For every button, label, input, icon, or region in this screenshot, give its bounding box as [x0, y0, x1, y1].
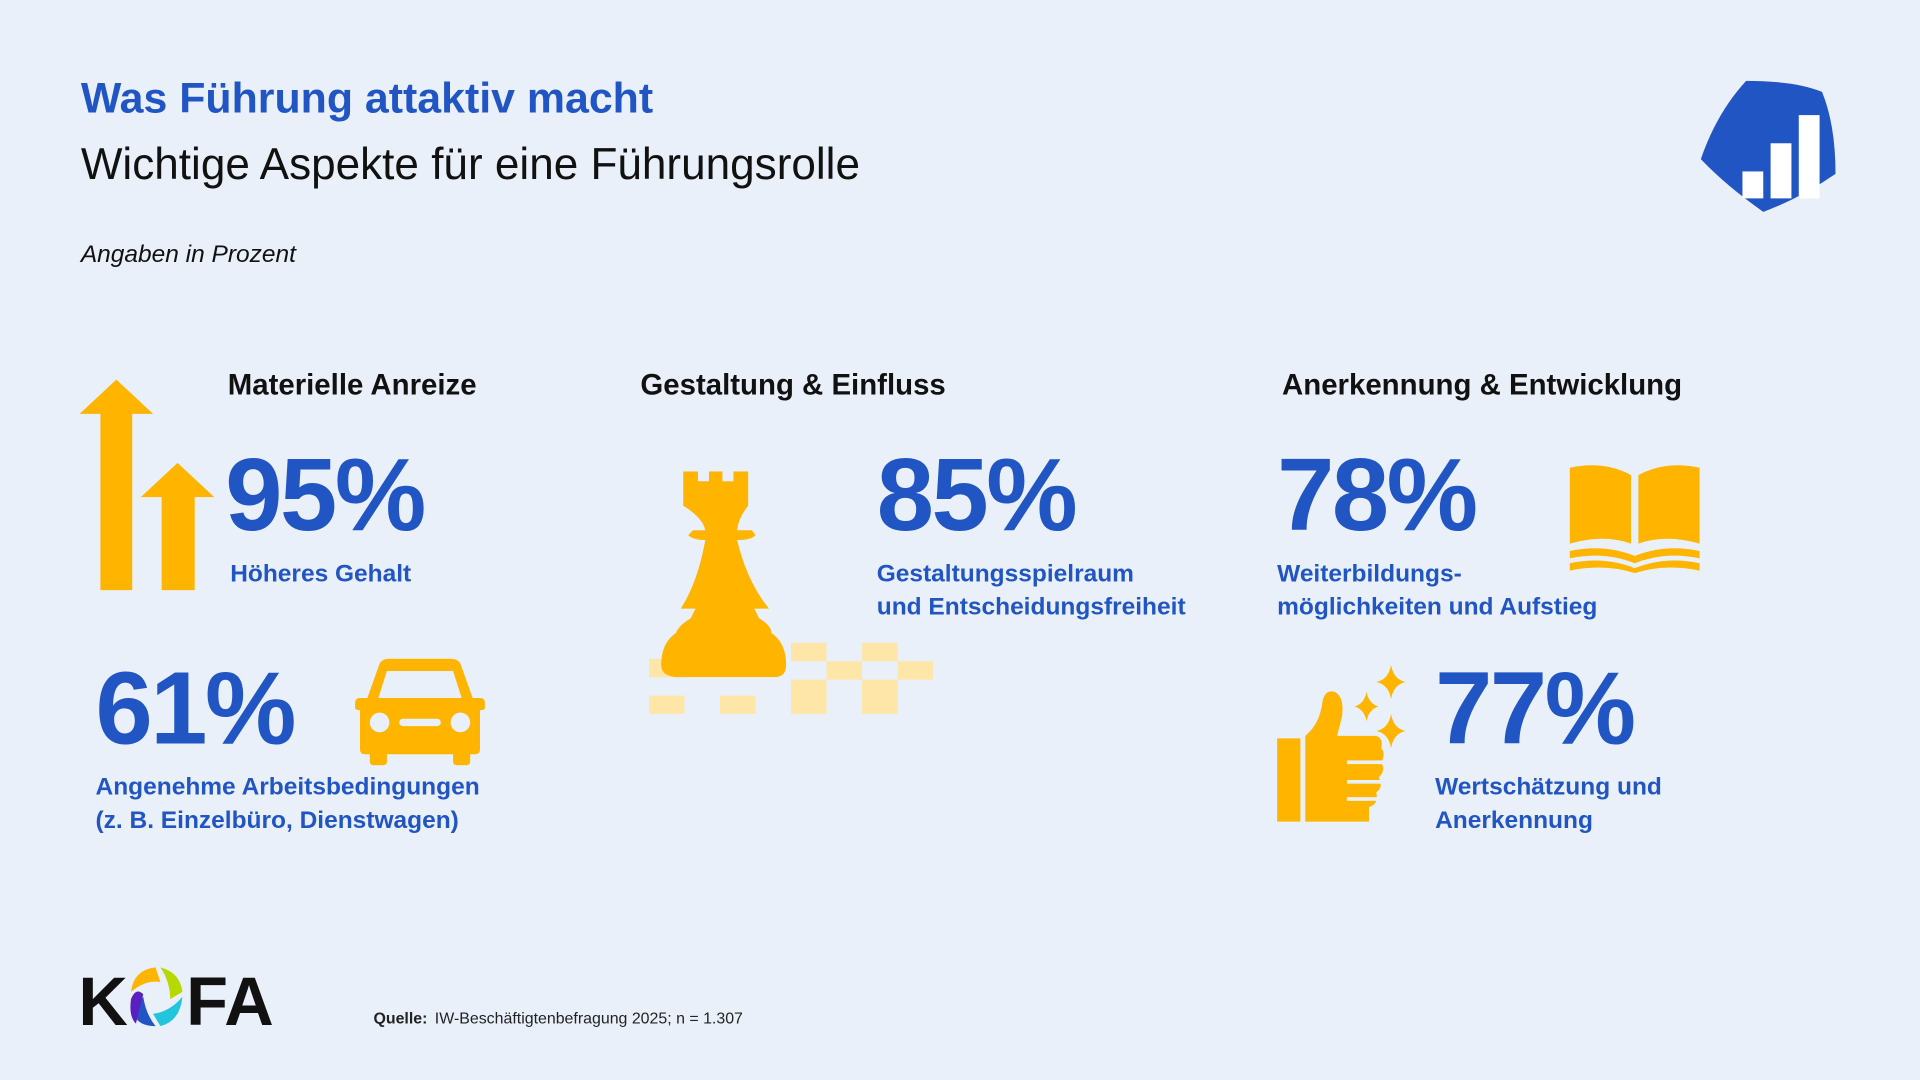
arrows-up-icon [79, 379, 215, 591]
value-working-conditions: 61% [95, 650, 297, 766]
source-note: Quelle: IW-Beschäftigtenbefragung 2025; n… [373, 1009, 742, 1029]
label-line: Anerkennung [1435, 806, 1593, 834]
chess-rook-icon [648, 471, 934, 714]
value-appreciation: 77% [1435, 650, 1636, 766]
unit-note: Angaben in Prozent [80, 241, 296, 269]
value-training: 78% [1277, 437, 1478, 553]
chart-badge-icon [1700, 80, 1836, 212]
thumbs-up-sparkle-icon [1277, 664, 1406, 822]
category-title-recognition: Anerkennung & Entwicklung [1282, 368, 1683, 402]
value-higher-salary: 95% [225, 437, 426, 553]
label-line: Wertschätzung und [1435, 773, 1662, 801]
label-line: Angenehme Arbeitsbedingungen [95, 773, 480, 801]
label-line: Gestaltungsspielraum [876, 560, 1134, 588]
source-text: IW-Beschäftigtenbefragung 2025; n = 1.30… [434, 1008, 743, 1028]
value-design-freedom: 85% [876, 437, 1078, 553]
svg-text:FA: FA [186, 965, 274, 1029]
label-line: möglichkeiten und Aufstieg [1277, 593, 1598, 621]
label-design-freedom: Gestaltungsspielraum und Entscheidungsfr… [877, 558, 1186, 624]
label-working-conditions: Angenehme Arbeitsbedingungen (z. B. Einz… [96, 771, 480, 837]
label-appreciation: Wertschätzung und Anerkennung [1435, 771, 1662, 837]
category-title-design: Gestaltung & Einfluss [640, 368, 946, 402]
label-line: (z. B. Einzelbüro, Dienstwagen) [95, 806, 459, 834]
label-higher-salary: Höheres Gehalt [230, 558, 411, 591]
category-title-material: Materielle Anreize [227, 368, 477, 402]
title: Was Führung attaktiv macht [80, 74, 654, 123]
label-line: Höheres Gehalt [230, 560, 412, 588]
subtitle: Wichtige Aspekte für eine Führungsrolle [80, 138, 860, 189]
car-icon [355, 658, 485, 766]
open-book-icon [1569, 465, 1700, 574]
kofa-logo: K FA [78, 965, 274, 1029]
source-label: Quelle: [373, 1008, 428, 1028]
label-line: und Entscheidungsfreiheit [876, 593, 1186, 621]
svg-text:K: K [78, 965, 128, 1029]
label-line: Weiterbildungs- [1277, 560, 1462, 588]
label-training: Weiterbildungs- möglichkeiten und Aufsti… [1277, 558, 1597, 624]
